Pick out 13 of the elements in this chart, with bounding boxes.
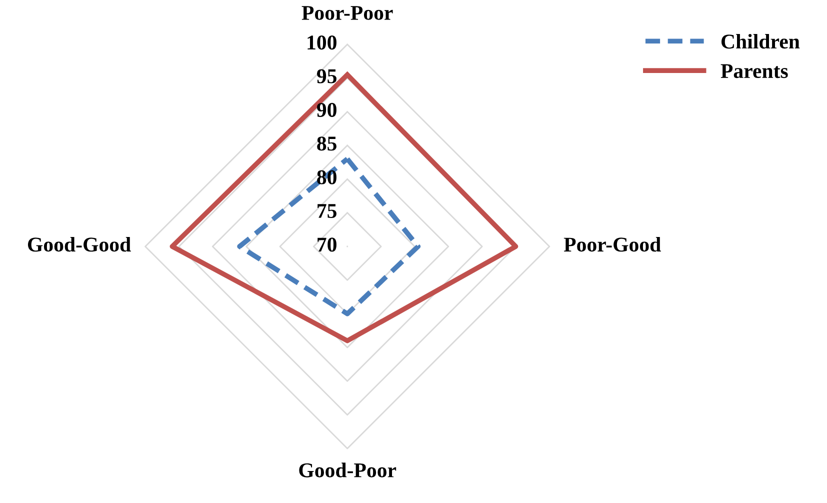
y-tick-label: 90: [316, 102, 336, 117]
spoke-label: Good-Poor: [299, 462, 396, 478]
spoke-label: Poor-Poor: [302, 6, 393, 20]
legend-label: Parents: [720, 64, 788, 78]
y-tick-label: 70: [318, 238, 336, 252]
y-tick-label: 95: [316, 69, 336, 84]
legend-label: Children: [721, 34, 800, 49]
spoke-label: Good-Good: [28, 237, 131, 252]
y-tick-label: 75: [318, 204, 336, 218]
y-tick-label: 85: [317, 136, 336, 151]
y-tick-label: 100: [308, 36, 336, 50]
spoke-label: Poor-Good: [564, 237, 661, 252]
y-tick-label: 80: [317, 170, 336, 184]
